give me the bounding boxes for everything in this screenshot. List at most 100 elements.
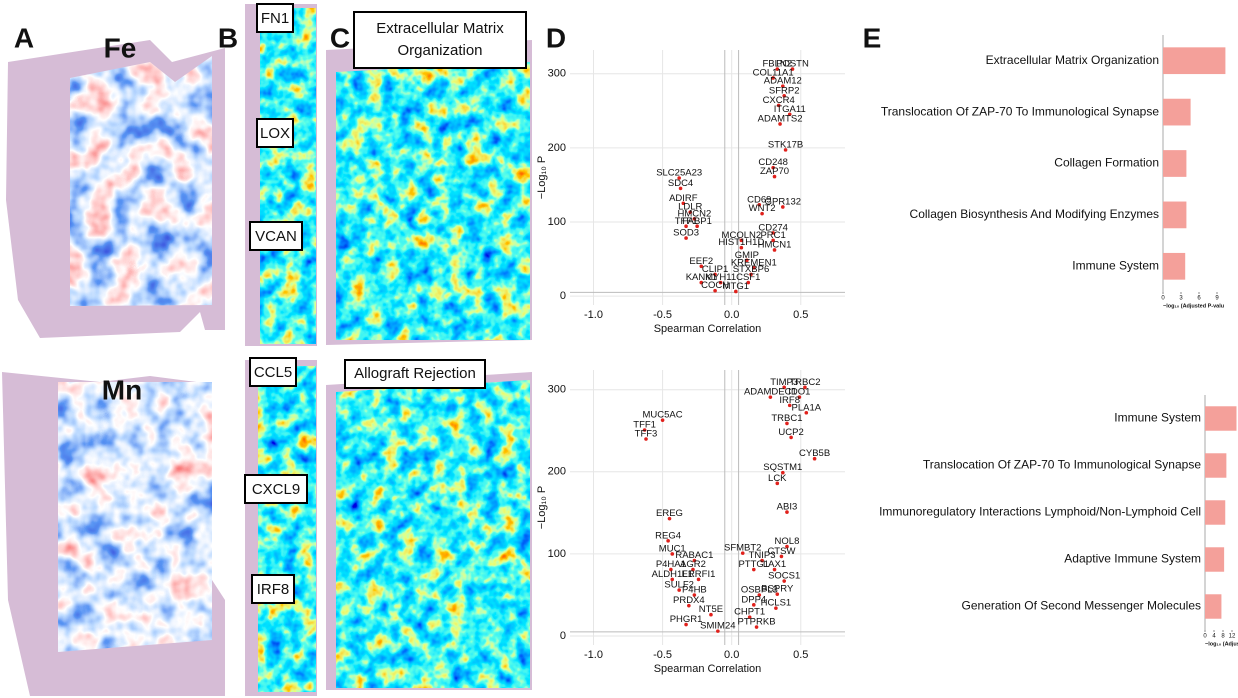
category-label: Translocation Of ZAP-70 To Immunological… <box>881 104 1159 118</box>
point-label: MUC1 <box>659 543 686 554</box>
point <box>669 567 673 572</box>
x-tick-label: 6 <box>1197 296 1201 302</box>
point-label: IRF8 <box>779 395 800 406</box>
point-label: BSPRY <box>761 584 794 595</box>
pathway-label: Allograft Rejection <box>354 365 476 382</box>
point-label: UCP2 <box>778 427 803 438</box>
point-label: MUC5AC <box>643 410 683 421</box>
point-label: GMIP <box>735 250 759 261</box>
point-label: TFF1 <box>675 216 698 227</box>
point <box>785 510 789 514</box>
gene-label: FN1 <box>261 10 289 27</box>
point <box>760 558 764 563</box>
x-axis-label: −log₁₀ (Adjusted P- <box>1205 641 1238 647</box>
gene-box <box>249 221 303 251</box>
category-label: Collagen Formation <box>1054 156 1159 170</box>
point-label: CD248 <box>758 157 788 168</box>
point-label: MTG1 <box>723 281 749 292</box>
point-label: ITGA11 <box>774 104 806 115</box>
point-label: ALDH1L1 <box>652 569 693 580</box>
point <box>787 403 792 408</box>
x-tick-label: -1.0 <box>584 309 603 321</box>
bar <box>1163 201 1187 229</box>
point <box>760 211 764 216</box>
point-label: TRBC1 <box>771 413 802 424</box>
point-label: STK17B <box>768 139 803 150</box>
category-label: Generation Of Second Messenger Molecules <box>962 599 1201 613</box>
y-tick-label: 100 <box>548 216 566 228</box>
point <box>718 280 723 285</box>
point <box>775 67 780 71</box>
point-label: EEF2 <box>689 256 713 267</box>
point <box>789 435 793 440</box>
point <box>716 629 720 633</box>
point <box>804 410 809 415</box>
point-label: PLA1A <box>792 402 822 413</box>
point-label: ZAP70 <box>760 166 789 177</box>
point <box>751 265 756 270</box>
point <box>771 76 775 80</box>
x-tick-label: 0 <box>1161 296 1165 302</box>
y-tick-label: 200 <box>548 142 566 154</box>
x-tick-label: 0.5 <box>793 649 808 661</box>
point <box>774 606 778 610</box>
point <box>692 558 697 563</box>
x-axis-label: −log₁₀ (Adjusted P-valu <box>1163 303 1224 309</box>
y-axis-label: −Log₁₀ P <box>536 156 548 199</box>
point-label: CHPT1 <box>734 607 765 618</box>
y-tick-label: 0 <box>560 290 566 302</box>
point-label: TFF1 <box>633 420 656 431</box>
pathway-label: Extracellular Matrix <box>376 20 504 37</box>
point <box>797 395 802 399</box>
point <box>754 625 759 629</box>
point-label: OSBPL3 <box>741 585 778 596</box>
x-tick-label: -1.0 <box>584 649 603 661</box>
point <box>757 202 762 207</box>
point-label: HIST1H1D <box>718 237 764 248</box>
point <box>783 148 788 152</box>
point <box>699 280 704 285</box>
point <box>772 174 777 179</box>
pathway-box <box>353 11 527 69</box>
point <box>688 210 693 214</box>
point-label: ADAM12 <box>764 76 802 87</box>
point-label: GPR132 <box>765 196 801 207</box>
point-label: PTPRKB <box>738 617 776 628</box>
point-label: PRDX4 <box>673 595 705 606</box>
point-label: PTTG1 <box>738 559 769 570</box>
point <box>749 272 753 277</box>
point-label: TRBC2 <box>789 377 820 388</box>
point <box>785 544 789 549</box>
x-tick-label: 4 <box>1212 634 1216 640</box>
heatmap <box>336 380 530 688</box>
point-label: NOL8 <box>775 536 800 547</box>
point <box>692 217 697 221</box>
category-label: Immunoregulatory Interactions Lymphoid/N… <box>879 505 1201 519</box>
gene-label: IRF8 <box>257 581 290 598</box>
point <box>772 248 777 252</box>
x-tick-label: -0.5 <box>653 649 672 661</box>
point-label: TIMP3 <box>770 377 798 388</box>
x-tick-label: 3 <box>1179 296 1183 302</box>
point <box>740 551 745 555</box>
point <box>681 201 686 206</box>
point <box>772 567 777 572</box>
y-axis-label: −Log₁₀ P <box>536 486 548 529</box>
point-label: FBLN2 <box>762 59 792 70</box>
point <box>644 437 648 441</box>
point-label: KREMEN1 <box>731 257 777 268</box>
point-label: LCK <box>768 473 787 484</box>
point-label: ERRFI1 <box>682 569 716 580</box>
point-label: COCH <box>701 280 729 291</box>
gene-box <box>249 357 297 387</box>
point <box>695 224 699 229</box>
x-tick-label: 8 <box>1221 634 1225 640</box>
point-label: KANK1 <box>686 272 717 283</box>
point <box>782 93 786 98</box>
point-label: SFRP2 <box>769 85 800 96</box>
point-label: CTSW <box>767 546 795 557</box>
point <box>678 186 683 191</box>
x-tick-label: 0 <box>1203 634 1207 640</box>
point-label: HCLS1 <box>761 598 792 609</box>
